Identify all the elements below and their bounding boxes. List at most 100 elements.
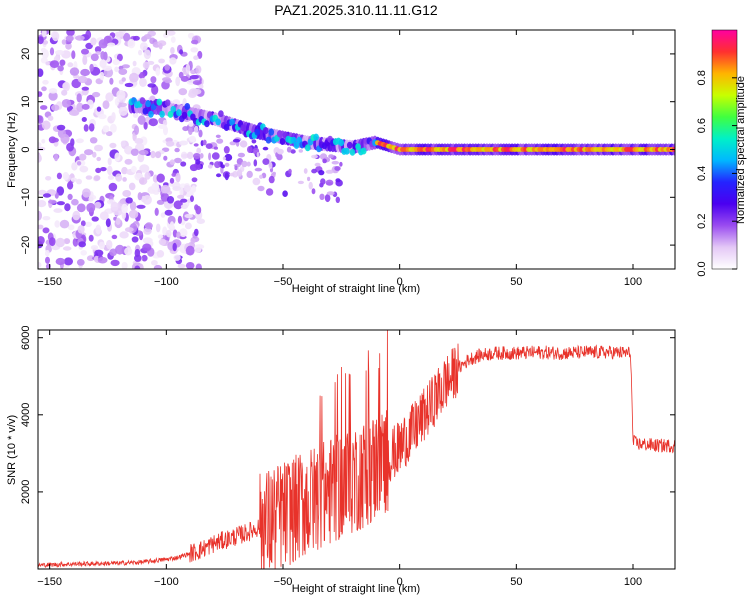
ridge-blob [268, 128, 275, 136]
noise-blob [319, 153, 328, 160]
noise-blob [190, 69, 197, 75]
noise-blob [335, 196, 340, 203]
noise-blob [216, 138, 224, 144]
noise-blob [164, 64, 170, 71]
noise-blob [124, 227, 134, 233]
noise-blob [239, 140, 248, 148]
noise-blob [184, 222, 192, 230]
noise-blob [194, 204, 199, 211]
noise-blob [71, 50, 76, 60]
noise-blob [169, 159, 176, 165]
noise-blob [265, 188, 274, 196]
x-tick-label: 0 [397, 576, 403, 588]
y-tick-label: 6000 [20, 325, 32, 349]
noise-blob [311, 168, 317, 174]
noise-blob [138, 177, 148, 185]
noise-blob [163, 32, 169, 38]
noise-blob [175, 172, 181, 183]
noise-blob [246, 170, 253, 178]
x-tick-label: 100 [624, 276, 642, 288]
noise-blob [188, 135, 196, 143]
noise-blob [222, 156, 226, 161]
noise-blob [251, 139, 257, 144]
noise-blob [325, 169, 334, 174]
noise-blob [195, 163, 202, 170]
noise-blob [185, 245, 195, 256]
colorbar: 0.0 0.2 0.4 0.6 0.8 Normalized spectral ampl… [696, 29, 747, 277]
noise-blob [257, 185, 265, 192]
y-tick-label: −20 [20, 236, 32, 255]
noise-blob [322, 158, 327, 164]
ridge-blob [142, 107, 149, 115]
noise-blob [136, 204, 146, 209]
noise-blob [77, 75, 88, 84]
noise-blob [318, 170, 325, 176]
noise-blob [100, 167, 107, 172]
noise-blob [111, 234, 118, 240]
noise-blob [118, 106, 128, 116]
noise-blob [216, 173, 222, 178]
noise-blob [325, 179, 334, 186]
noise-blob [112, 59, 120, 66]
spectrogram-y-label: Frequency (Hz) [6, 112, 18, 188]
noise-blob [94, 144, 103, 152]
ridge-blob [176, 109, 182, 117]
snr-x-label: Height of straight line (km) [292, 583, 420, 595]
noise-blob [54, 220, 60, 228]
noise-blob [134, 125, 139, 135]
noise-blob [170, 47, 175, 55]
noise-blob [297, 180, 304, 185]
noise-blob [90, 37, 97, 46]
noise-blob [158, 58, 166, 64]
noise-blob [172, 186, 182, 191]
noise-blob [314, 162, 321, 167]
noise-blob [171, 172, 177, 177]
y-tick-label: −10 [20, 188, 32, 207]
noise-blob [169, 221, 175, 230]
noise-blob [92, 151, 97, 158]
noise-blob [38, 68, 44, 77]
ridge-blob [240, 124, 247, 132]
noise-blob [91, 216, 99, 222]
noise-blob [158, 42, 163, 50]
noise-blob [229, 172, 235, 177]
noise-blob [121, 166, 128, 175]
noise-blob [40, 105, 48, 110]
colorbar-tick-label: 0.8 [696, 70, 708, 85]
noise-blob [131, 165, 137, 173]
noise-blob [175, 76, 181, 87]
noise-blob [49, 47, 55, 56]
noise-blob [223, 146, 230, 154]
noise-blob [262, 158, 270, 166]
x-tick-label: −150 [37, 576, 62, 588]
noise-blob [96, 156, 101, 162]
noise-blob [45, 61, 50, 66]
noise-blob [143, 227, 152, 235]
noise-blob [132, 60, 137, 67]
noise-blob [92, 91, 101, 98]
noise-blob [51, 137, 59, 143]
noise-blob [148, 118, 158, 127]
noise-blob [82, 188, 91, 198]
noise-blob [67, 62, 74, 68]
noise-blob [308, 181, 313, 190]
noise-blob [105, 208, 112, 214]
noise-blob [66, 30, 75, 37]
noise-blob [164, 79, 173, 84]
noise-blob [328, 154, 334, 159]
noise-blob [143, 49, 152, 60]
x-tick-label: 50 [510, 276, 522, 288]
noise-blob [105, 131, 113, 137]
noise-blob [82, 55, 88, 66]
noise-blob [178, 88, 188, 96]
ridge-blob [290, 136, 297, 144]
noise-blob [95, 224, 102, 235]
noise-blob [276, 148, 284, 155]
noise-blob [107, 42, 116, 47]
noise-blob [213, 146, 218, 150]
noise-blob [173, 157, 182, 164]
noise-blob [151, 260, 158, 266]
noise-blob [127, 39, 136, 49]
noise-blob [54, 153, 59, 162]
noise-blob [129, 201, 137, 211]
